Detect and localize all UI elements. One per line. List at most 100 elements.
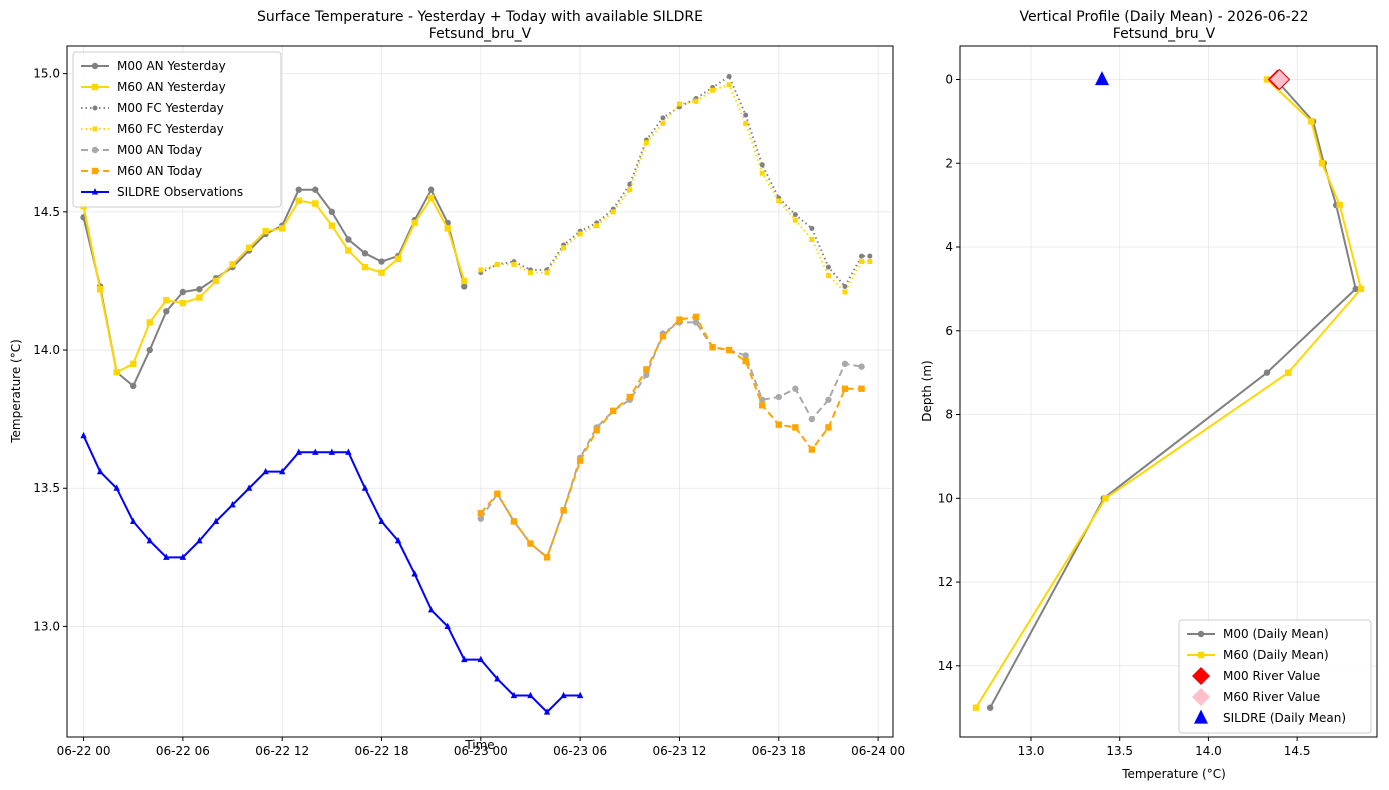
data-point — [312, 200, 319, 207]
data-point — [461, 283, 468, 290]
x-tick-label: 06-22 12 — [255, 744, 309, 758]
series-group — [972, 68, 1365, 711]
x-tick-label: 06-22 00 — [57, 744, 111, 758]
x-tick-label: 06-23 06 — [553, 744, 607, 758]
data-point — [444, 225, 451, 232]
data-point — [809, 236, 815, 242]
legend-marker — [1197, 651, 1205, 659]
data-point — [1102, 495, 1109, 502]
y-tick-label: 8 — [945, 408, 953, 422]
data-point — [146, 319, 153, 326]
legend-marker — [91, 188, 99, 195]
data-point — [1357, 285, 1365, 293]
data-point — [461, 655, 468, 663]
series-m60-an-yesterday — [80, 194, 468, 376]
y-tick-label: 12 — [938, 575, 953, 589]
legend-label: M00 FC Yesterday — [117, 101, 224, 115]
data-point — [312, 448, 319, 455]
legend-marker — [91, 167, 99, 175]
data-point — [1318, 160, 1326, 167]
data-point — [361, 250, 369, 257]
data-point — [130, 360, 137, 368]
data-point — [858, 363, 865, 370]
data-point — [759, 402, 766, 409]
data-point — [511, 261, 517, 267]
vertical-profile-chart: Vertical Profile (Daily Mean) - 2026-06-… — [920, 9, 1378, 781]
data-point — [627, 181, 633, 187]
series-line — [82, 188, 466, 387]
legend-marker — [1192, 688, 1210, 706]
series-m60-fc-yesterday — [478, 82, 873, 295]
y-tick-label: 10 — [938, 491, 953, 505]
data-point — [1285, 369, 1292, 376]
data-point — [1308, 118, 1315, 125]
data-point — [345, 236, 352, 243]
data-point — [676, 316, 683, 323]
series-m60-daily-mean — [972, 76, 1365, 711]
data-point — [676, 101, 682, 107]
legend-item-m00-daily-mean: M00 (Daily Mean) — [1187, 627, 1329, 641]
data-point — [427, 194, 435, 202]
data-point — [427, 186, 435, 193]
data-point — [692, 319, 700, 326]
data-point — [986, 704, 994, 711]
data-point — [80, 431, 87, 439]
data-point — [146, 536, 153, 544]
legend-label: M00 AN Today — [117, 143, 202, 157]
x-tick-label: 13.0 — [1018, 744, 1045, 758]
data-point — [825, 264, 831, 270]
legend-label: M60 (Daily Mean) — [1223, 648, 1329, 662]
data-point — [295, 197, 302, 204]
data-point — [859, 259, 865, 265]
chart-title: Surface Temperature - Yesterday + Today … — [257, 9, 703, 25]
series-m60-an-today — [477, 313, 865, 561]
y-tick-label: 14.5 — [33, 205, 60, 219]
x-tick-label: 06-23 12 — [652, 744, 706, 758]
x-tick-label: 06-24 00 — [851, 744, 905, 758]
data-point — [626, 393, 634, 401]
data-point — [577, 231, 583, 237]
series-m00-fc-yesterday — [478, 73, 873, 289]
data-point — [179, 288, 187, 296]
series-m00-daily-mean — [986, 76, 1359, 711]
legend-item-m00-fc-yesterday: M00 FC Yesterday — [81, 101, 224, 115]
data-point — [1352, 285, 1359, 293]
x-tick-label: 06-23 18 — [752, 744, 806, 758]
data-point — [328, 208, 336, 216]
data-point — [726, 82, 732, 88]
data-point — [163, 553, 170, 560]
data-point — [361, 263, 369, 271]
legend-label: SILDRE Observations — [117, 185, 243, 199]
data-point — [1268, 68, 1291, 91]
data-point — [576, 457, 584, 464]
data-point — [543, 708, 551, 715]
data-point — [262, 467, 269, 475]
x-tick-label: 14.0 — [1195, 744, 1222, 758]
series-line — [82, 435, 581, 714]
series-line — [480, 83, 870, 293]
data-point — [859, 253, 865, 259]
data-point — [212, 277, 220, 285]
data-point — [710, 87, 716, 93]
x-tick-label: 06-23 00 — [454, 744, 508, 758]
chart-title: Vertical Profile (Daily Mean) - 2026-06-… — [1019, 9, 1308, 25]
data-point — [742, 352, 749, 359]
data-point — [510, 518, 518, 525]
series-line — [82, 197, 466, 374]
data-point — [561, 245, 567, 251]
series-sildre-daily-mean — [1094, 71, 1109, 86]
series-sildre-observations — [80, 431, 584, 715]
data-point — [245, 244, 253, 251]
x-axis-label: Temperature (°C) — [1121, 767, 1226, 781]
series-line — [480, 315, 862, 559]
data-point — [842, 283, 848, 289]
data-point — [808, 446, 816, 453]
data-point — [792, 217, 798, 223]
chart-subtitle: Fetsund_bru_V — [429, 26, 532, 42]
data-point — [643, 366, 650, 373]
legend-marker — [92, 105, 98, 111]
data-point — [841, 385, 849, 392]
legend-marker — [91, 62, 99, 70]
data-point — [295, 186, 302, 193]
series-line — [480, 75, 870, 288]
